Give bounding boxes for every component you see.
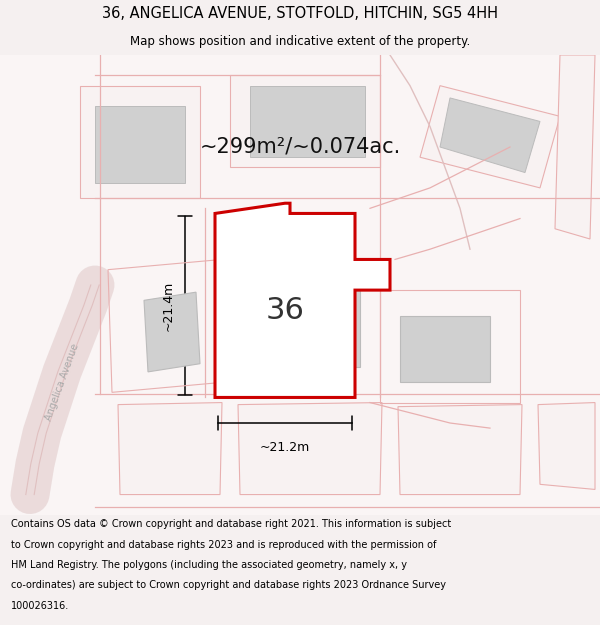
Polygon shape [144,292,200,372]
Text: Map shows position and indicative extent of the property.: Map shows position and indicative extent… [130,35,470,48]
Polygon shape [538,402,595,489]
Polygon shape [230,76,380,168]
Text: ~21.2m: ~21.2m [260,441,310,454]
Polygon shape [95,106,185,182]
Polygon shape [240,275,360,367]
Polygon shape [555,55,595,239]
Text: Contains OS data © Crown copyright and database right 2021. This information is : Contains OS data © Crown copyright and d… [11,519,451,529]
Text: ~299m²/~0.074ac.: ~299m²/~0.074ac. [199,137,401,157]
Polygon shape [118,402,222,494]
Text: Angelica Avenue: Angelica Avenue [43,342,80,422]
Polygon shape [440,98,540,172]
Polygon shape [80,86,200,198]
Polygon shape [250,86,365,158]
Polygon shape [238,402,382,494]
Polygon shape [0,55,600,515]
Polygon shape [215,203,390,398]
Text: 36, ANGELICA AVENUE, STOTFOLD, HITCHIN, SG5 4HH: 36, ANGELICA AVENUE, STOTFOLD, HITCHIN, … [102,6,498,21]
Polygon shape [420,86,560,188]
Polygon shape [398,404,522,494]
Polygon shape [400,316,490,382]
Text: HM Land Registry. The polygons (including the associated geometry, namely x, y: HM Land Registry. The polygons (includin… [11,560,407,570]
Text: ~21.4m: ~21.4m [162,281,175,331]
Text: 36: 36 [266,296,304,325]
Text: 100026316.: 100026316. [11,601,69,611]
Text: co-ordinates) are subject to Crown copyright and database rights 2023 Ordnance S: co-ordinates) are subject to Crown copyr… [11,581,446,591]
Text: to Crown copyright and database rights 2023 and is reproduced with the permissio: to Crown copyright and database rights 2… [11,540,436,550]
